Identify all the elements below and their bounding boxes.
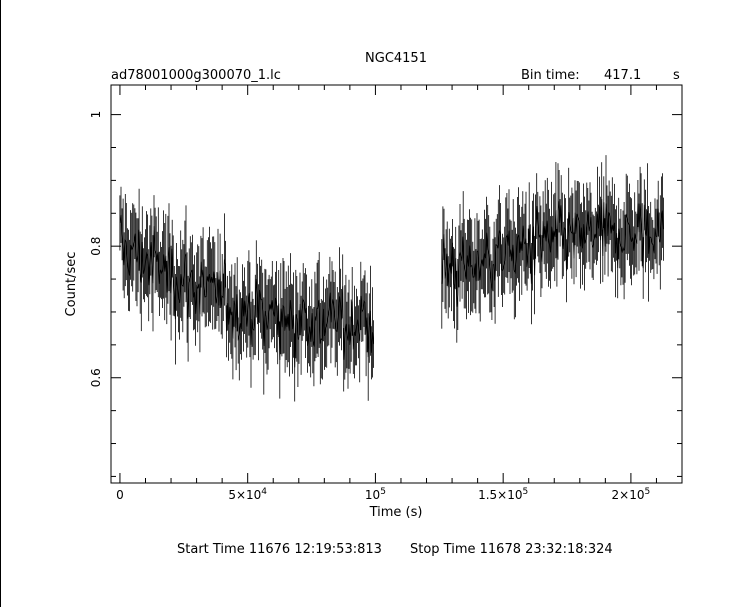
x-tick-label: 0 <box>116 488 124 502</box>
x-tick-label: 2×105 <box>612 487 651 502</box>
footer-start-time: Start Time 11676 12:19:53:813 <box>177 542 382 557</box>
footer-stop-time: Stop Time 11678 23:32:18:324 <box>410 542 613 557</box>
chart-subtitle-filename: ad78001000g300070_1.lc <box>111 68 281 83</box>
x-tick-label: 1.5×105 <box>478 487 528 502</box>
y-tick-label: 0.6 <box>89 368 103 387</box>
light-curve-series <box>441 198 664 307</box>
axis-ticks: 0 5×104 105 1.5×105 2×105 0.6 0.8 1 <box>89 85 683 502</box>
bin-time-label: Bin time: <box>521 68 580 83</box>
chart-title: NGC4151 <box>365 51 427 66</box>
bin-time-value: 417.1 <box>604 68 641 83</box>
bin-time-unit: s <box>673 68 680 83</box>
x-tick-label: 5×104 <box>228 487 267 502</box>
x-tick-label: 105 <box>365 487 386 502</box>
y-tick-label: 1 <box>89 111 103 119</box>
y-axis-label: Count/sec <box>64 252 79 317</box>
plot-frame <box>110 84 683 484</box>
data-series <box>119 155 664 402</box>
x-axis-label: Time (s) <box>369 505 423 520</box>
left-border-line <box>0 0 1 607</box>
light-curve-series <box>119 214 375 368</box>
y-tick-label: 0.8 <box>89 237 103 256</box>
